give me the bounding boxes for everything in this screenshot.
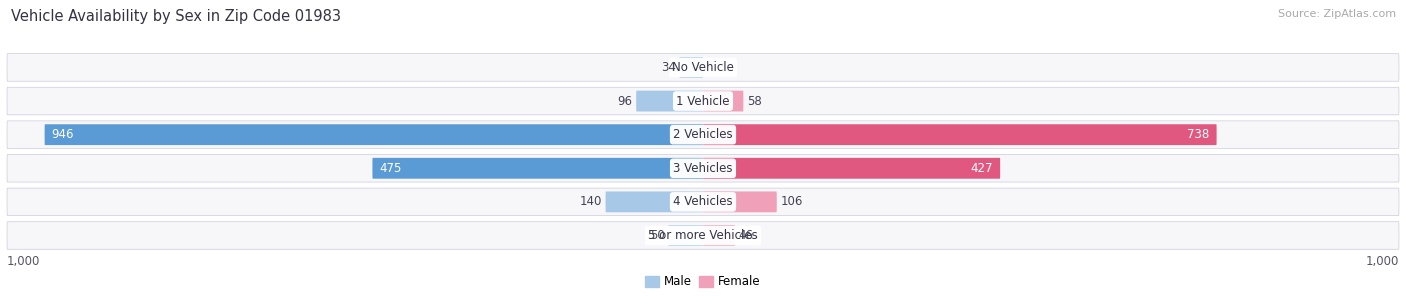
- FancyBboxPatch shape: [7, 121, 1399, 148]
- Text: 1,000: 1,000: [7, 255, 41, 268]
- FancyBboxPatch shape: [7, 222, 1399, 249]
- FancyBboxPatch shape: [7, 54, 1399, 81]
- Text: Vehicle Availability by Sex in Zip Code 01983: Vehicle Availability by Sex in Zip Code …: [11, 9, 342, 24]
- FancyBboxPatch shape: [606, 192, 703, 212]
- FancyBboxPatch shape: [703, 124, 1216, 145]
- Text: 140: 140: [579, 196, 602, 208]
- FancyBboxPatch shape: [7, 87, 1399, 115]
- FancyBboxPatch shape: [668, 225, 703, 246]
- Text: 1 Vehicle: 1 Vehicle: [676, 95, 730, 107]
- FancyBboxPatch shape: [703, 192, 776, 212]
- Text: 946: 946: [52, 128, 75, 141]
- Text: 58: 58: [747, 95, 762, 107]
- Text: 106: 106: [780, 196, 803, 208]
- FancyBboxPatch shape: [636, 91, 703, 111]
- Text: 4 Vehicles: 4 Vehicles: [673, 196, 733, 208]
- Text: Source: ZipAtlas.com: Source: ZipAtlas.com: [1278, 9, 1396, 19]
- Text: 5 or more Vehicles: 5 or more Vehicles: [648, 229, 758, 242]
- FancyBboxPatch shape: [7, 155, 1399, 182]
- FancyBboxPatch shape: [703, 91, 744, 111]
- Text: 475: 475: [380, 162, 402, 175]
- Text: 1,000: 1,000: [1365, 255, 1399, 268]
- FancyBboxPatch shape: [679, 57, 703, 78]
- FancyBboxPatch shape: [45, 124, 703, 145]
- Text: No Vehicle: No Vehicle: [672, 61, 734, 74]
- Text: 34: 34: [661, 61, 676, 74]
- FancyBboxPatch shape: [7, 188, 1399, 216]
- Text: 738: 738: [1188, 128, 1209, 141]
- FancyBboxPatch shape: [703, 158, 1000, 179]
- Legend: Male, Female: Male, Female: [641, 271, 765, 293]
- Text: 46: 46: [738, 229, 754, 242]
- FancyBboxPatch shape: [703, 225, 735, 246]
- Text: 427: 427: [970, 162, 993, 175]
- Text: 50: 50: [650, 229, 665, 242]
- Text: 3 Vehicles: 3 Vehicles: [673, 162, 733, 175]
- Text: 2 Vehicles: 2 Vehicles: [673, 128, 733, 141]
- FancyBboxPatch shape: [373, 158, 703, 179]
- Text: 96: 96: [617, 95, 633, 107]
